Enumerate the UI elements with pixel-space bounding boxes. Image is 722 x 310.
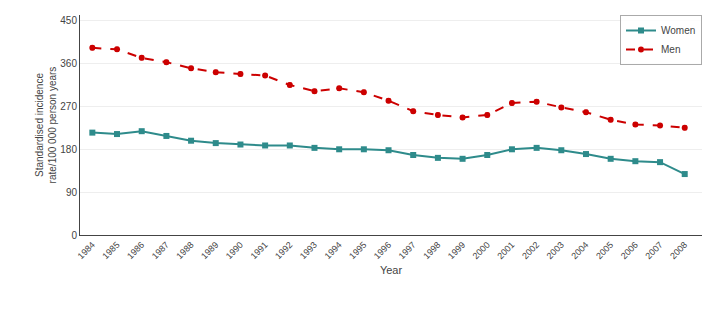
svg-text:1985: 1985: [100, 240, 121, 261]
svg-text:2007: 2007: [643, 240, 664, 261]
svg-text:1991: 1991: [248, 240, 269, 261]
svg-text:1990: 1990: [224, 240, 245, 261]
svg-text:1995: 1995: [347, 240, 368, 261]
svg-text:Men: Men: [661, 44, 680, 55]
svg-text:2003: 2003: [545, 240, 566, 261]
svg-text:2000: 2000: [471, 240, 492, 261]
svg-text:2004: 2004: [569, 240, 590, 261]
svg-text:Women: Women: [661, 25, 695, 36]
svg-text:2002: 2002: [520, 240, 541, 261]
svg-text:1989: 1989: [199, 240, 220, 261]
svg-text:450: 450: [60, 15, 77, 26]
svg-text:1997: 1997: [397, 240, 418, 261]
svg-text:2001: 2001: [495, 240, 516, 261]
svg-text:1999: 1999: [446, 240, 467, 261]
svg-text:Standardised incidencerate/100: Standardised incidencerate/100 000 perso…: [34, 67, 58, 184]
svg-text:1987: 1987: [150, 240, 171, 261]
svg-text:1993: 1993: [298, 240, 319, 261]
svg-text:2008: 2008: [668, 240, 689, 261]
svg-text:270: 270: [60, 101, 77, 112]
svg-text:1984: 1984: [76, 240, 97, 261]
svg-text:Year: Year: [380, 264, 403, 276]
svg-text:1996: 1996: [372, 240, 393, 261]
svg-text:2005: 2005: [594, 240, 615, 261]
svg-text:1994: 1994: [323, 240, 344, 261]
svg-text:1992: 1992: [273, 240, 294, 261]
svg-text:90: 90: [66, 187, 78, 198]
svg-text:0: 0: [71, 230, 77, 241]
svg-text:1986: 1986: [125, 240, 146, 261]
svg-text:1988: 1988: [174, 240, 195, 261]
svg-text:2006: 2006: [619, 240, 640, 261]
svg-text:1998: 1998: [421, 240, 442, 261]
svg-text:360: 360: [60, 58, 77, 69]
svg-text:180: 180: [60, 144, 77, 155]
